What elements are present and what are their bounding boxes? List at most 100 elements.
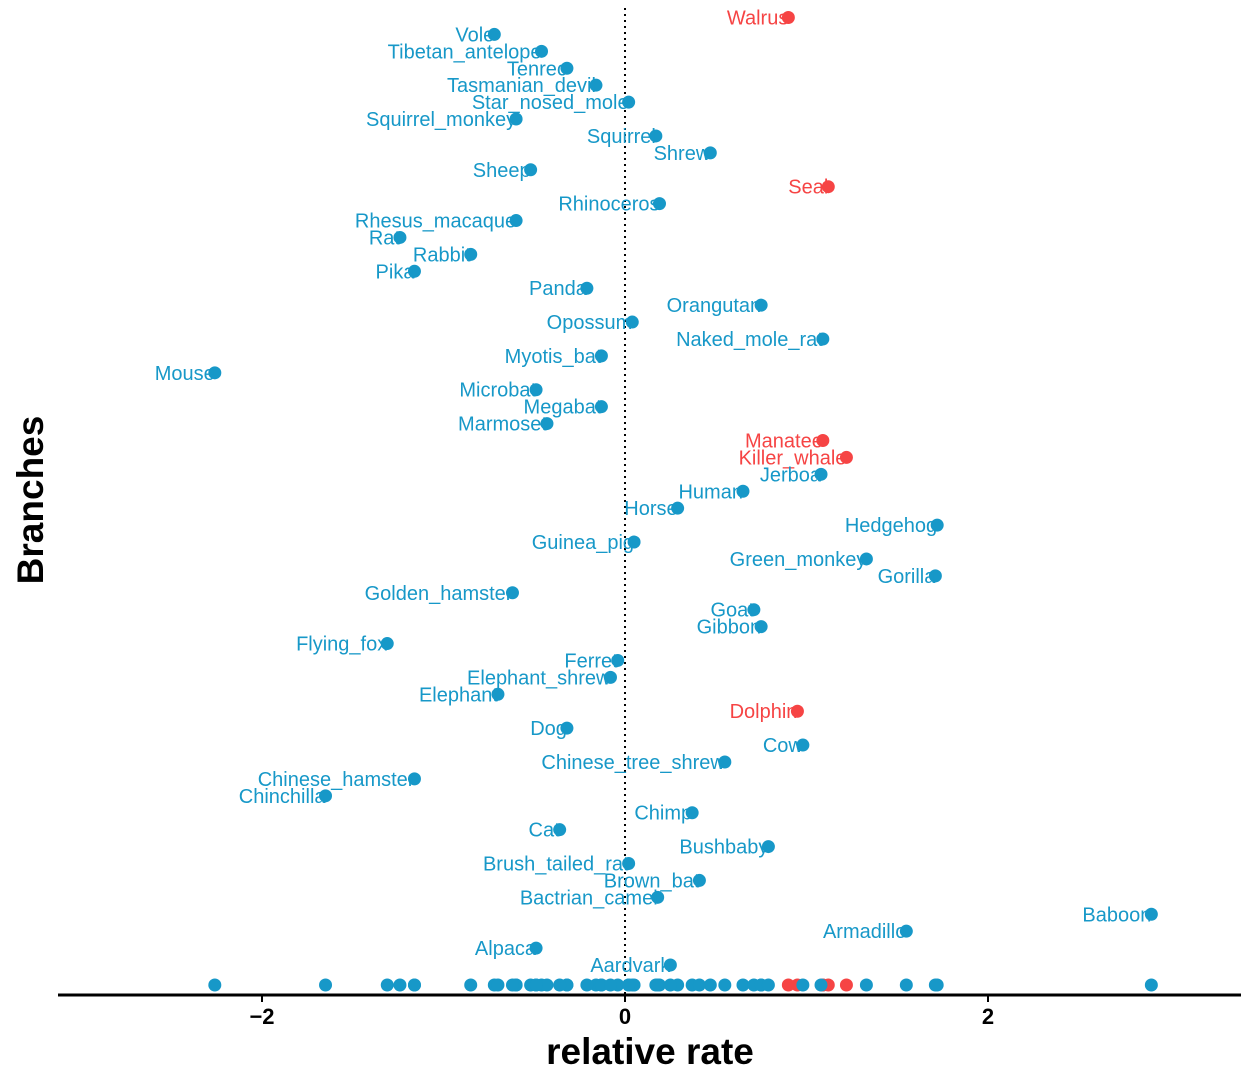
point-label-chinese-hamster: Chinese_hamster <box>258 769 415 791</box>
point-label-cow: Cow <box>763 735 804 757</box>
point-pika <box>407 264 421 278</box>
point-elephant-shrew <box>603 670 617 684</box>
point-label-gorilla: Gorilla <box>878 566 937 588</box>
point-label-bactrian-camel: Bactrian_camel <box>520 887 658 909</box>
rug-point-megabat <box>594 978 608 992</box>
point-opossum <box>625 315 639 329</box>
point-label-sheep: Sheep <box>473 160 531 182</box>
point-label-flying-fox: Flying_fox <box>296 634 387 656</box>
point-tibetan-antelope <box>535 44 549 58</box>
point-label-guinea-pig: Guinea_pig <box>532 532 634 554</box>
point-label-rabbit: Rabbit <box>413 244 471 266</box>
point-microbat <box>529 383 543 397</box>
rug-point-green-monkey <box>859 978 873 992</box>
point-bushbaby <box>761 840 775 854</box>
rug-point-killer-whale <box>839 978 853 992</box>
point-flying-fox <box>380 637 394 651</box>
point-brush-tailed-rat <box>622 857 636 870</box>
point-label-brown-bat: Brown_bat <box>604 870 700 892</box>
rug-point-bactrian-camel <box>651 978 665 992</box>
x-tick-label: 2 <box>982 1004 994 1029</box>
point-label-panda: Panda <box>529 278 588 300</box>
point-cat <box>553 823 567 837</box>
point-orangutan <box>754 298 768 312</box>
point-guinea-pig <box>627 535 641 549</box>
point-label-marmoset: Marmoset <box>458 414 547 436</box>
point-walrus <box>781 11 795 24</box>
point-label-golden-hamster: Golden_hamster <box>365 583 513 605</box>
point-label-pika: Pika <box>376 261 416 283</box>
point-jerboa <box>814 467 828 481</box>
rug-point-bushbaby <box>761 978 775 992</box>
rug-point-alpaca <box>529 978 543 992</box>
point-label-green-monkey: Green_monkey <box>730 549 867 571</box>
point-label-baboon: Baboon <box>1082 904 1151 926</box>
point-label-bushbaby: Bushbaby <box>679 837 768 859</box>
point-label-naked-mole-rat: Naked_mole_rat <box>676 329 823 351</box>
point-label-manatee: Manatee <box>745 431 823 453</box>
point-squirrel <box>649 129 663 143</box>
point-horse <box>671 501 685 515</box>
y-axis-title: Branches <box>10 416 51 585</box>
point-label-megabat: Megabat <box>524 397 602 419</box>
rug-point-marmoset <box>540 978 554 992</box>
point-chinchilla <box>319 789 333 803</box>
rug-point-elephant-shrew <box>603 978 617 992</box>
rug-point-brush-tailed-rat <box>622 978 636 992</box>
point-armadillo <box>899 924 913 938</box>
point-label-myotis-bat: Myotis_bat <box>505 346 602 368</box>
rug-point-shrew <box>703 978 717 992</box>
point-seal <box>821 180 835 194</box>
point-myotis-bat <box>594 349 608 363</box>
rug-point-rat <box>393 978 407 992</box>
point-gorilla <box>928 569 942 583</box>
x-tick-label: −2 <box>249 1004 274 1029</box>
point-label-brush-tailed-rat: Brush_tailed_rat <box>483 854 629 876</box>
rug-point-aardvark <box>663 978 677 992</box>
rug-layer <box>208 978 1158 992</box>
point-rabbit <box>464 247 478 261</box>
point-label-dog: Dog <box>530 718 567 740</box>
point-chinese-hamster <box>407 772 421 786</box>
point-label-squirrel-monkey: Squirrel_monkey <box>366 109 516 131</box>
rug-point-panda <box>580 978 594 992</box>
point-label-chinese-tree-shrew: Chinese_tree_shrew <box>541 752 725 774</box>
point-label-alpaca: Alpaca <box>475 938 537 960</box>
point-label-chimp: Chimp <box>634 803 692 825</box>
point-label-squirrel: Squirrel <box>587 126 656 148</box>
point-label-aardvark: Aardvark <box>590 955 671 977</box>
point-tenrec <box>560 61 574 75</box>
point-chinese-tree-shrew <box>718 755 732 769</box>
point-label-orangutan: Orangutan <box>667 295 762 317</box>
point-chimp <box>685 806 699 820</box>
rug-point-baboon <box>1144 978 1158 992</box>
point-aardvark <box>663 958 677 972</box>
point-label-tasmanian-devil: Tasmanian_devil <box>447 75 596 97</box>
point-label-elephant: Elephant <box>419 684 498 706</box>
point-rat <box>393 230 407 244</box>
point-golden-hamster <box>505 586 519 600</box>
point-label-gibbon: Gibbon <box>697 617 762 639</box>
point-label-shrew: Shrew <box>654 143 711 165</box>
point-alpaca <box>529 941 543 955</box>
rug-point-mouse <box>208 978 222 992</box>
point-sheep <box>524 163 538 177</box>
point-label-ferret: Ferret <box>564 650 618 672</box>
point-goat <box>747 603 761 617</box>
point-label-vole: Vole <box>455 24 494 46</box>
point-label-microbat: Microbat <box>459 380 536 402</box>
rug-point-chinese-tree-shrew <box>718 978 732 992</box>
rug-point-cow <box>796 978 810 992</box>
point-label-dolphin: Dolphin <box>730 701 798 723</box>
x-axis-ticks: −2 0 2 <box>249 995 994 1029</box>
point-killer-whale <box>839 450 853 464</box>
point-baboon <box>1144 907 1158 921</box>
point-green-monkey <box>859 552 873 566</box>
point-manatee <box>816 434 830 447</box>
point-marmoset <box>540 417 554 431</box>
x-axis-title: relative rate <box>546 1031 754 1072</box>
rug-point-chinchilla <box>319 978 333 992</box>
rug-point-walrus <box>781 978 795 992</box>
point-label-jerboa: Jerboa <box>760 464 822 486</box>
